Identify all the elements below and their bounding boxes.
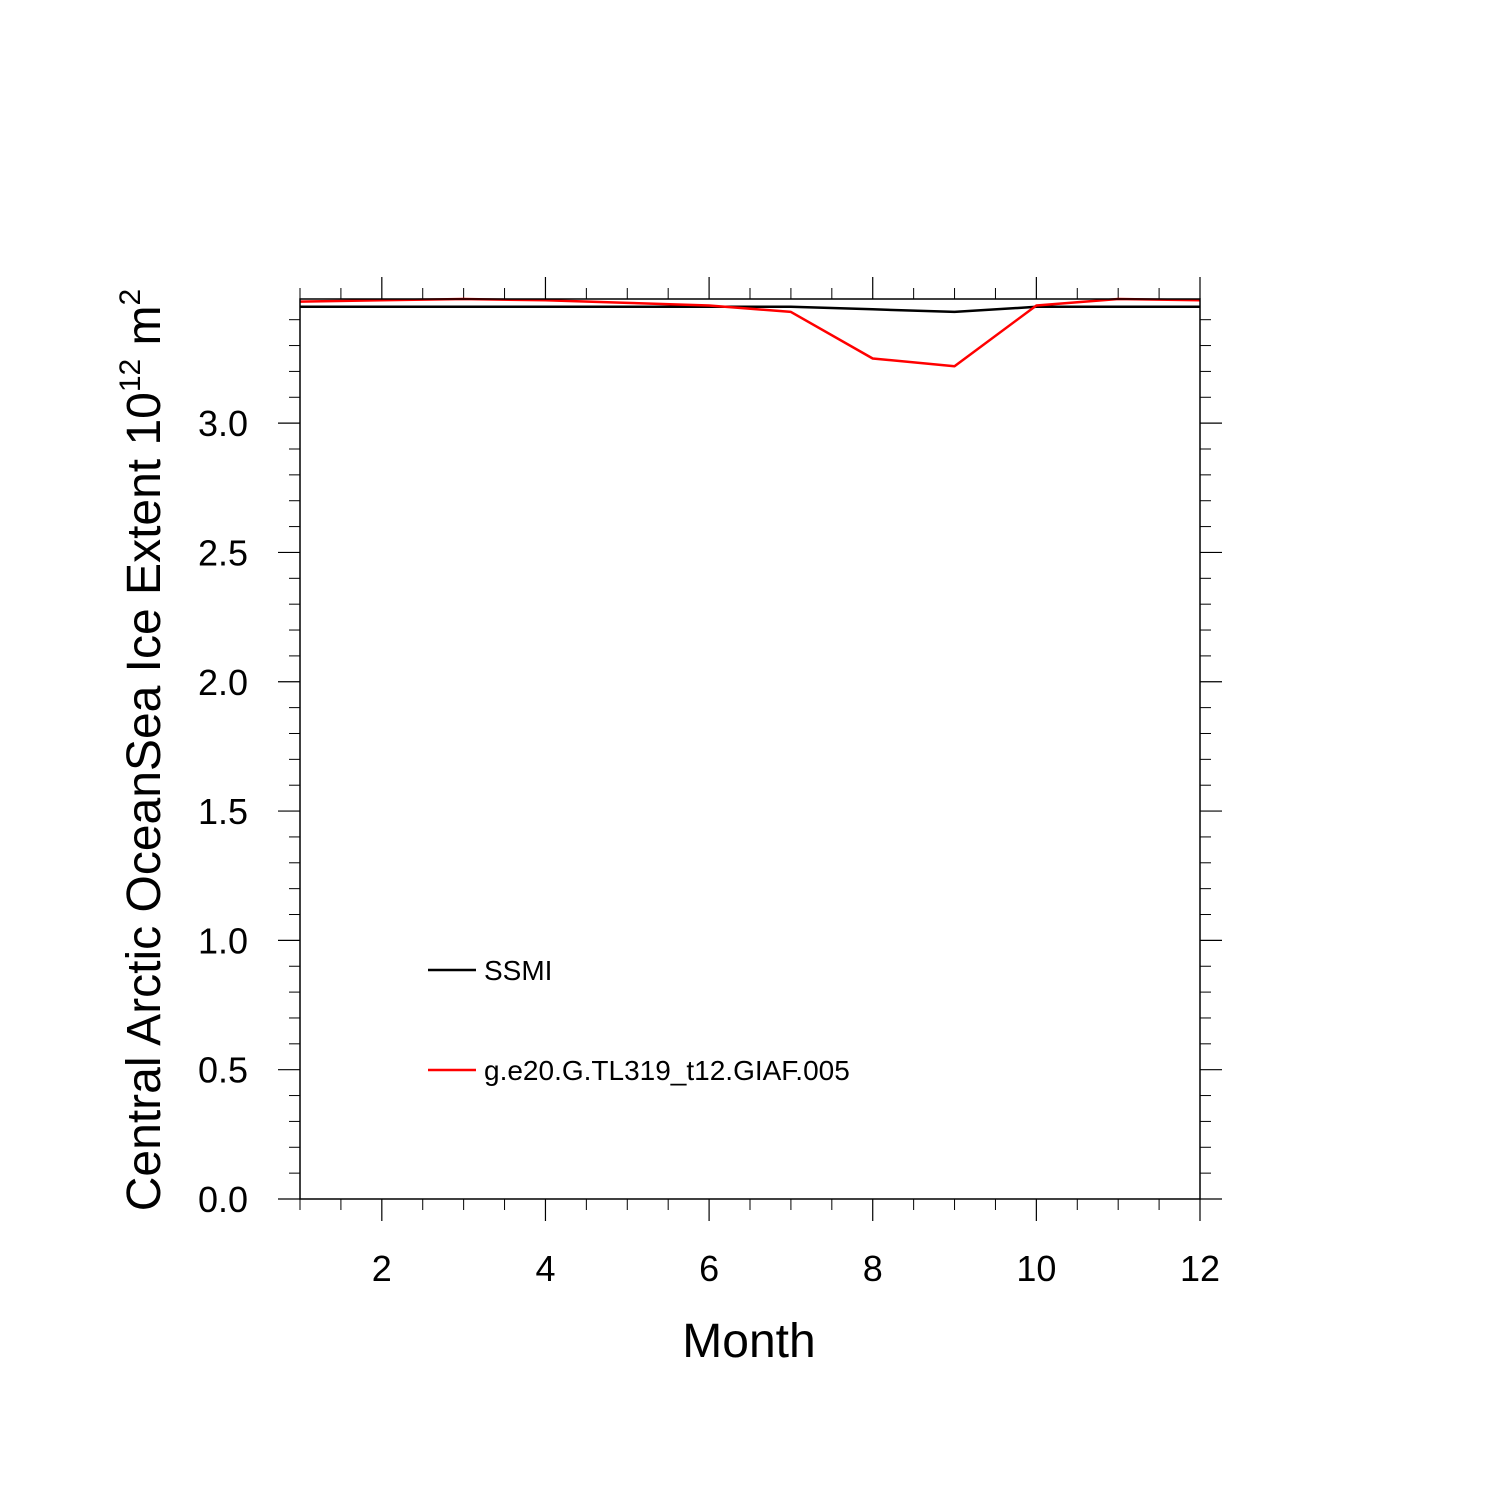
legend: SSMI g.e20.G.TL319_t12.GIAF.005 xyxy=(428,955,850,1086)
y-axis-title-unit: m xyxy=(118,305,171,358)
series-line-0 xyxy=(300,305,1200,314)
y-tick-label: 2.5 xyxy=(198,532,248,573)
y-tick-label: 0.5 xyxy=(198,1050,248,1091)
y-axis-title-unit-exponent: 2 xyxy=(114,289,147,306)
y-tick-labels: 0.0 0.5 1.0 1.5 2.0 2.5 3.0 xyxy=(198,403,248,1220)
legend-item-model: g.e20.G.TL319_t12.GIAF.005 xyxy=(428,1055,850,1086)
plot-frame xyxy=(299,298,1201,1200)
legend-label-model: g.e20.G.TL319_t12.GIAF.005 xyxy=(484,1055,850,1086)
axis-ticks xyxy=(278,277,1222,1221)
x-tick-label: 8 xyxy=(863,1248,883,1289)
series-line-1 xyxy=(299,297,1201,368)
x-tick-label: 2 xyxy=(372,1248,392,1289)
x-tick-label: 4 xyxy=(535,1248,555,1289)
x-tick-label: 10 xyxy=(1016,1248,1056,1289)
y-tick-label: 1.5 xyxy=(198,791,248,832)
legend-item-ssmi: SSMI xyxy=(428,955,552,986)
y-tick-label: 3.0 xyxy=(198,403,248,444)
x-axis-title: Month xyxy=(682,1315,815,1368)
x-tick-labels: 2 4 6 8 10 12 xyxy=(372,1248,1220,1289)
series-lines xyxy=(299,297,1201,368)
y-tick-label: 0.0 xyxy=(198,1179,248,1220)
y-tick-label: 1.0 xyxy=(198,920,248,961)
y-axis-title: Central Arctic OceanSea Ice Extent 1012 … xyxy=(114,289,171,1211)
x-tick-label: 6 xyxy=(699,1248,719,1289)
y-axis-title-main: Central Arctic OceanSea Ice Extent 10 xyxy=(118,392,171,1211)
legend-label-ssmi: SSMI xyxy=(484,955,552,986)
y-axis-title-exponent: 12 xyxy=(114,359,147,392)
x-tick-label: 12 xyxy=(1180,1248,1220,1289)
y-tick-label: 2.0 xyxy=(198,662,248,703)
